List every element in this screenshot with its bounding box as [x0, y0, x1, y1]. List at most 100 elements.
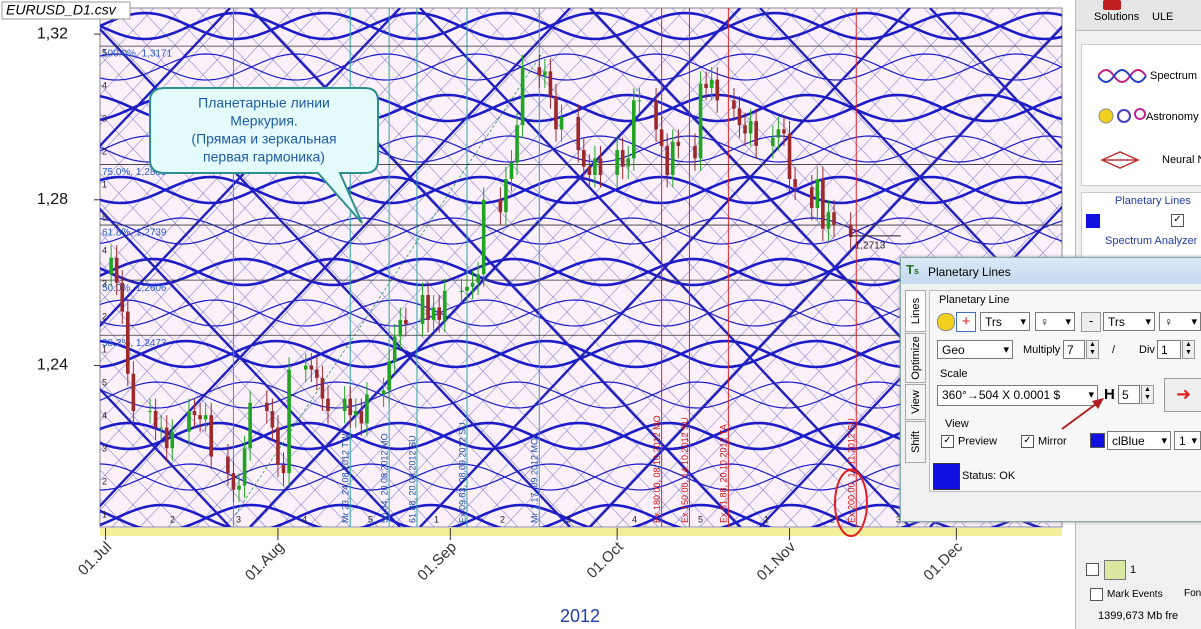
- candle-body: [242, 448, 247, 486]
- status: Status: OK: [962, 470, 1016, 482]
- view-label: View: [945, 418, 969, 430]
- neural-icon: [1100, 151, 1140, 169]
- candle-body: [476, 274, 480, 283]
- module-title[interactable]: Planetary Lines: [1115, 195, 1191, 207]
- candle-body: [520, 67, 525, 126]
- div-spin[interactable]: ▲ ▼: [1182, 340, 1195, 359]
- planet-a-select[interactable]: Trs: [980, 312, 1030, 332]
- harmonic-number: 2: [500, 514, 505, 524]
- candle-body: [576, 116, 581, 151]
- candle-body: [398, 319, 403, 337]
- planet-b-select[interactable]: Trs: [1103, 312, 1155, 332]
- candle-body: [276, 427, 280, 465]
- candle-body: [737, 108, 742, 126]
- candle-body: [126, 311, 130, 374]
- planet-icon[interactable]: [937, 313, 955, 331]
- add-button[interactable]: +: [956, 312, 976, 332]
- candle-body: [303, 365, 308, 370]
- candle-body: [754, 121, 758, 146]
- candle-body: [348, 398, 353, 416]
- coordinate-select[interactable]: Geo: [937, 340, 1013, 360]
- fib-label: 50.0%, 1,2606: [102, 283, 167, 294]
- arrow-line: [1061, 400, 1101, 430]
- y-tick-label: 1,32: [37, 25, 68, 42]
- candle-body: [587, 166, 592, 175]
- apply-button[interactable]: ➜: [1164, 378, 1201, 412]
- harmonic-number: 1: [102, 179, 107, 189]
- dialog-tab[interactable]: Lines: [905, 290, 926, 332]
- candle-body: [365, 394, 369, 424]
- last-price-label: 1,2713: [855, 240, 886, 251]
- event-label: Mr 1.17, 09.2012 MO: [530, 438, 540, 523]
- candle-body: [709, 79, 714, 88]
- hatch-line: [867, 8, 1062, 214]
- candle-body: [198, 415, 202, 420]
- minus-button[interactable]: -: [1081, 312, 1101, 332]
- spectrum-icon: [1098, 69, 1147, 83]
- color-select[interactable]: clBlue: [1107, 431, 1171, 451]
- dialog-tab[interactable]: Shift: [905, 421, 926, 463]
- width-select[interactable]: 1: [1174, 431, 1201, 451]
- color-swatch: [1090, 433, 1105, 448]
- memory-status: 1399,673 Mb fre: [1098, 610, 1179, 622]
- candle-body: [159, 427, 163, 429]
- candle-body: [598, 158, 603, 175]
- solutions-button[interactable]: Solutions: [1094, 11, 1140, 23]
- module-title[interactable]: Spectrum Analyzer: [1105, 235, 1198, 247]
- dialog-tab[interactable]: Optimize: [905, 333, 926, 383]
- harmonic-number: 4: [102, 410, 107, 420]
- harmonic-number: 5: [368, 514, 373, 524]
- candle-body: [559, 116, 564, 130]
- scale-select[interactable]: 360°→504 X 0.0001 $: [937, 385, 1098, 406]
- candle-body: [392, 336, 397, 362]
- wave-line: [100, 503, 1043, 527]
- dialog-tab[interactable]: View: [905, 384, 926, 420]
- annotation-arrow: [1061, 398, 1104, 430]
- sidebar-item[interactable]: Neural N: [1162, 154, 1201, 166]
- h-input[interactable]: 5: [1118, 385, 1140, 404]
- div-input[interactable]: 1: [1157, 340, 1181, 359]
- candle-body: [114, 257, 119, 283]
- aspect-select[interactable]: ♀: [1035, 312, 1075, 332]
- candle-body: [431, 307, 436, 320]
- harmonic-number: 1: [764, 514, 769, 524]
- h-spin[interactable]: ▲ ▼: [1141, 385, 1154, 404]
- candle-body: [637, 100, 642, 102]
- harmonic-number: 2: [102, 146, 107, 156]
- sidebar-item[interactable]: Astronomy: [1146, 111, 1199, 123]
- font-label[interactable]: Fon: [1184, 588, 1201, 599]
- counter-check[interactable]: [1086, 563, 1103, 576]
- sidebar-item[interactable]: Spectrum: [1150, 70, 1198, 82]
- candle-body: [743, 125, 747, 134]
- candle-body: [654, 100, 658, 130]
- candle-body: [170, 431, 175, 449]
- candle-body: [265, 402, 269, 412]
- candle-body: [537, 67, 542, 76]
- mark-events[interactable]: Mark Events: [1090, 588, 1163, 601]
- scale-label: Scale: [940, 368, 968, 380]
- harmonic-number: 3: [102, 113, 107, 123]
- harmonic-number: 5: [102, 377, 107, 387]
- candle-body: [793, 179, 797, 188]
- candle-body: [581, 150, 586, 167]
- title-box: [1, 1, 131, 20]
- preview-check[interactable]: ✓ Preview: [941, 435, 997, 448]
- multiply-spin[interactable]: ▲ ▼: [1086, 340, 1099, 359]
- wave-line: [100, 53, 1062, 81]
- module-check[interactable]: ✓: [1171, 214, 1188, 227]
- candle-body: [465, 286, 469, 291]
- candle-body: [659, 129, 664, 146]
- candle-body: [309, 365, 314, 370]
- status-color: [933, 463, 960, 490]
- candle-body: [481, 199, 486, 275]
- aspect-select[interactable]: ♀: [1159, 312, 1201, 332]
- mirror-check[interactable]: ✓ Mirror: [1021, 435, 1067, 448]
- candle-body: [353, 411, 358, 416]
- ule-button[interactable]: ULE: [1152, 11, 1174, 23]
- harmonic-number: 5: [102, 212, 107, 222]
- candle-body: [548, 71, 553, 97]
- events-icon: [1104, 560, 1126, 580]
- candle-body: [776, 129, 781, 138]
- callout-text: (Прямая и зеркальная: [191, 131, 336, 147]
- multiply-input[interactable]: 7: [1063, 340, 1085, 359]
